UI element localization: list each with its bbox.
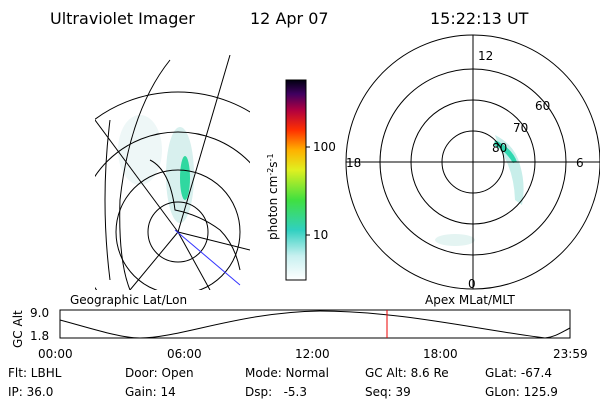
info-field: GLat: -67.4 [485,366,552,380]
polar-map: 12 6 18 0 60 70 80 [345,34,600,291]
plot-title: Apex MLat/MLT [425,293,515,307]
info-field: Flt: LBHL [8,366,62,380]
altitude-curve [59,310,571,339]
unit: s [266,161,280,167]
info-field: Dsp: -5.3 [245,385,307,399]
date: 12 Apr 07 [250,9,329,28]
info-field: Seq: 39 [365,385,411,399]
geographic-map [95,55,250,290]
colorbar-tick-label: 10 [313,228,328,242]
plot-title: Geographic Lat/Lon [70,293,187,307]
colorbar-label: photon cm-2s-1 [266,153,280,240]
mlt-label: 6 [576,156,584,170]
info: Flt: LBHL IP: 36.0 Door: Open Gain: 14 M… [8,366,558,399]
time: 15:22:13 UT [430,9,529,28]
mlt-label: 18 [346,156,361,170]
info-field: GLon: 125.9 [485,385,558,399]
y-label: GC Alt [11,310,25,348]
colorbar-tick-label: 100 [313,140,336,154]
colorbar [285,79,307,281]
info-field: Gain: 14 [125,385,176,399]
x-tick-label: 18:00 [423,347,458,361]
y-tick-label: 1.8 [30,329,49,343]
mlt-label: 12 [478,49,493,63]
info-field: GC Alt: 8.6 Re [365,366,449,380]
unit-exp: -1 [266,153,275,161]
info-field: Door: Open [125,366,194,380]
plot-frame [59,309,571,339]
x-tick-label: 23:59 [553,347,588,361]
mlt-label: 0 [468,277,476,291]
x-tick-label: 00:00 [38,347,73,361]
y-tick-label: 9.0 [30,306,49,320]
unit-exp: -2 [266,168,275,176]
mlat-label: 80 [492,141,507,155]
instrument: Ultraviolet Imager [50,9,195,28]
x-tick-label: 12:00 [295,347,330,361]
mlat-label: 60 [535,99,550,113]
unit: photon cm [266,176,280,240]
x-tick-label: 06:00 [167,347,202,361]
info-field: IP: 36.0 [8,385,53,399]
mlat-label: 70 [513,121,528,135]
info-field: Mode: Normal [245,366,329,380]
